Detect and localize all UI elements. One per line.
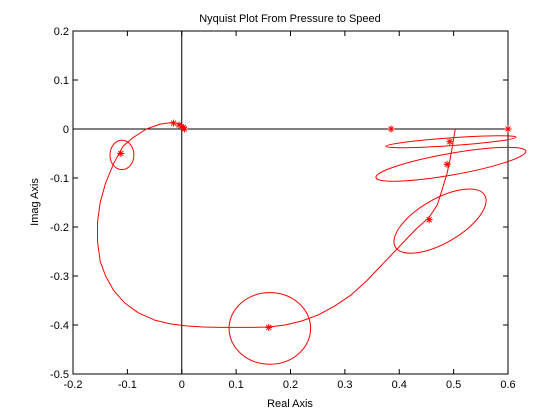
y-tick-label: 0.1 bbox=[54, 75, 69, 87]
y-tick-label: -0.3 bbox=[50, 271, 69, 283]
x-tick-label: 0.4 bbox=[392, 379, 407, 391]
x-tick-label: 0.3 bbox=[337, 379, 352, 391]
x-tick-label: 0.6 bbox=[500, 379, 515, 391]
y-tick-label: -0.2 bbox=[50, 222, 69, 234]
x-tick-label: 0.2 bbox=[283, 379, 298, 391]
frequency-marker bbox=[426, 216, 433, 223]
frequency-marker bbox=[181, 126, 188, 133]
y-tick-label: -0.1 bbox=[50, 173, 69, 185]
x-tick-label: 0.5 bbox=[446, 379, 461, 391]
x-tick-label: 0.1 bbox=[228, 379, 243, 391]
y-tick-label: -0.5 bbox=[50, 369, 69, 381]
y-axis-label: Imag Axis bbox=[29, 178, 41, 226]
frequency-marker bbox=[117, 150, 124, 157]
y-tick-label: -0.4 bbox=[50, 320, 69, 332]
x-tick-labels: -0.2 -0.1 0 0.1 0.2 0.3 0.4 0.5 0.6 bbox=[64, 379, 516, 391]
x-tick-label: -0.1 bbox=[118, 379, 137, 391]
x-axis-label: Real Axis bbox=[267, 398, 313, 410]
frequency-marker bbox=[388, 126, 395, 133]
plot-area bbox=[73, 31, 508, 374]
chart-title: Nyquist Plot From Pressure to Speed bbox=[199, 13, 381, 25]
y-tick-label: 0.2 bbox=[54, 26, 69, 38]
y-tick-label: 0 bbox=[63, 124, 69, 136]
frequency-marker bbox=[505, 126, 512, 133]
x-tick-label: 0 bbox=[179, 379, 185, 391]
